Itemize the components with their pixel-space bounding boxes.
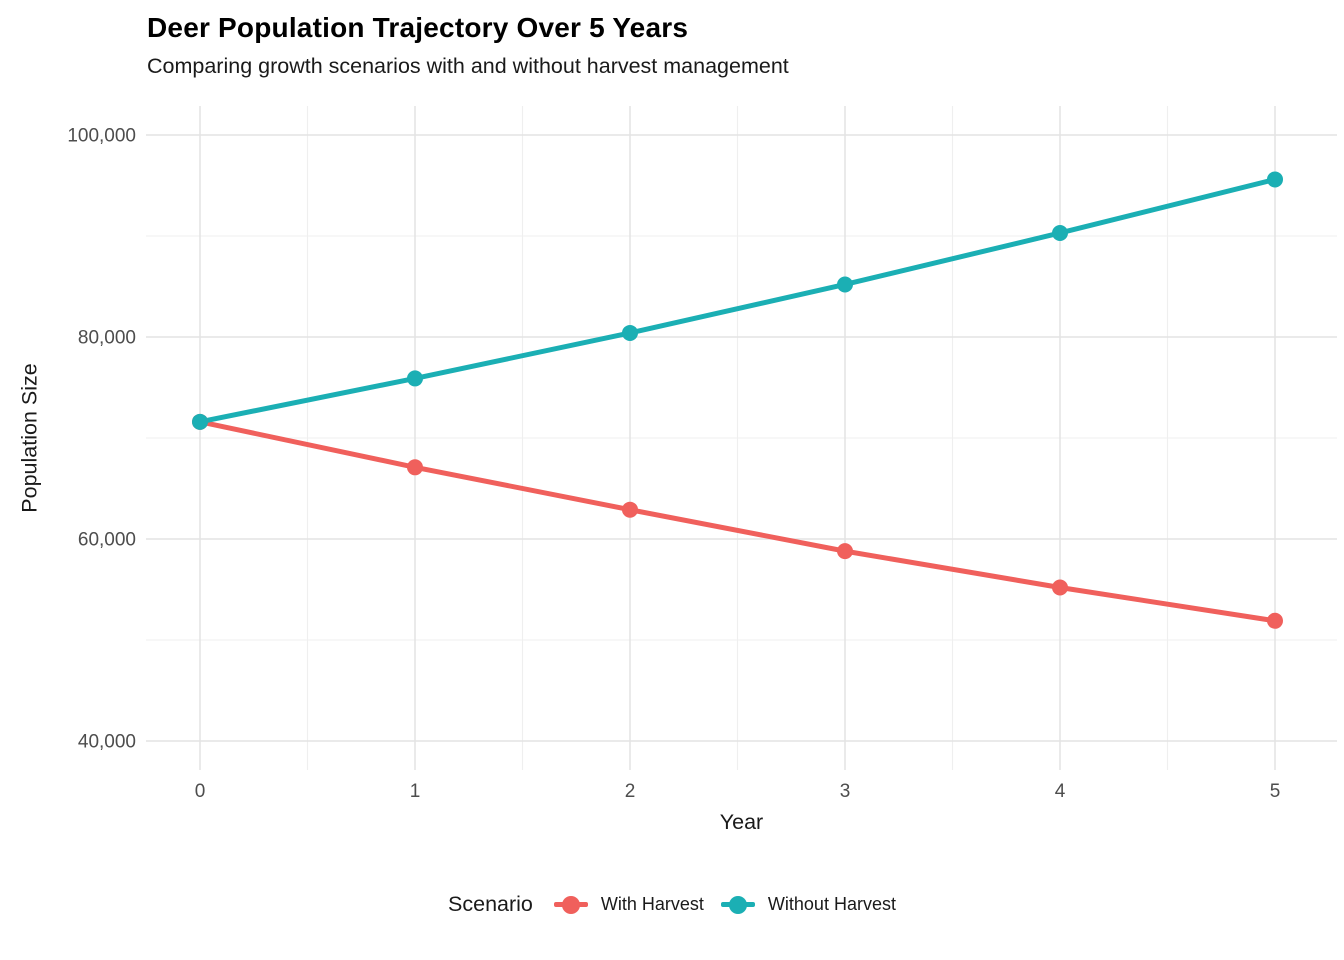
data-point-without-harvest: [622, 324, 638, 341]
data-point-with-harvest: [622, 501, 638, 518]
x-axis-title: Year: [719, 810, 764, 834]
legend-item-without-harvest: Without Harvest: [720, 894, 896, 915]
legend-label-without-harvest: Without Harvest: [767, 894, 896, 914]
x-tick-label: 0: [195, 781, 206, 802]
legend-item-with-harvest: With Harvest: [553, 894, 704, 915]
x-tick-label: 4: [1055, 781, 1066, 802]
y-tick-label: 60,000: [78, 530, 136, 551]
data-point-without-harvest: [192, 413, 208, 430]
without-harvest-key-icon: [720, 895, 755, 915]
data-point-with-harvest: [837, 543, 853, 560]
chart-subtitle: Comparing growth scenarios with and with…: [147, 54, 789, 78]
series-line-without-harvest: [199, 177, 1276, 425]
series-line-with-harvest: [199, 419, 1276, 624]
data-point-without-harvest: [407, 370, 423, 387]
x-tick-label: 3: [840, 781, 851, 802]
data-point-with-harvest: [1267, 612, 1283, 629]
x-tick-label: 2: [625, 781, 636, 802]
key-dot: [728, 895, 747, 914]
x-tick-label: 5: [1270, 781, 1281, 802]
legend: Scenario With Harvest Without Harvest: [0, 892, 1344, 917]
data-point-without-harvest: [837, 276, 853, 293]
y-tick-label: 40,000: [78, 732, 136, 753]
y-tick-label: 80,000: [78, 328, 136, 349]
y-tick-label: 100,000: [67, 126, 136, 147]
x-tick-label: 1: [410, 781, 421, 802]
legend-label-with-harvest: With Harvest: [600, 894, 704, 914]
data-point-without-harvest: [1052, 224, 1068, 241]
key-dot: [561, 895, 580, 914]
data-point-with-harvest: [407, 459, 423, 476]
data-point-with-harvest: [1052, 579, 1068, 596]
chart-title: Deer Population Trajectory Over 5 Years: [147, 12, 689, 43]
data-point-without-harvest: [1267, 171, 1283, 188]
with-harvest-key-icon: [553, 895, 588, 915]
y-axis-title: Population Size: [17, 363, 42, 513]
legend-title: Scenario: [448, 892, 533, 916]
